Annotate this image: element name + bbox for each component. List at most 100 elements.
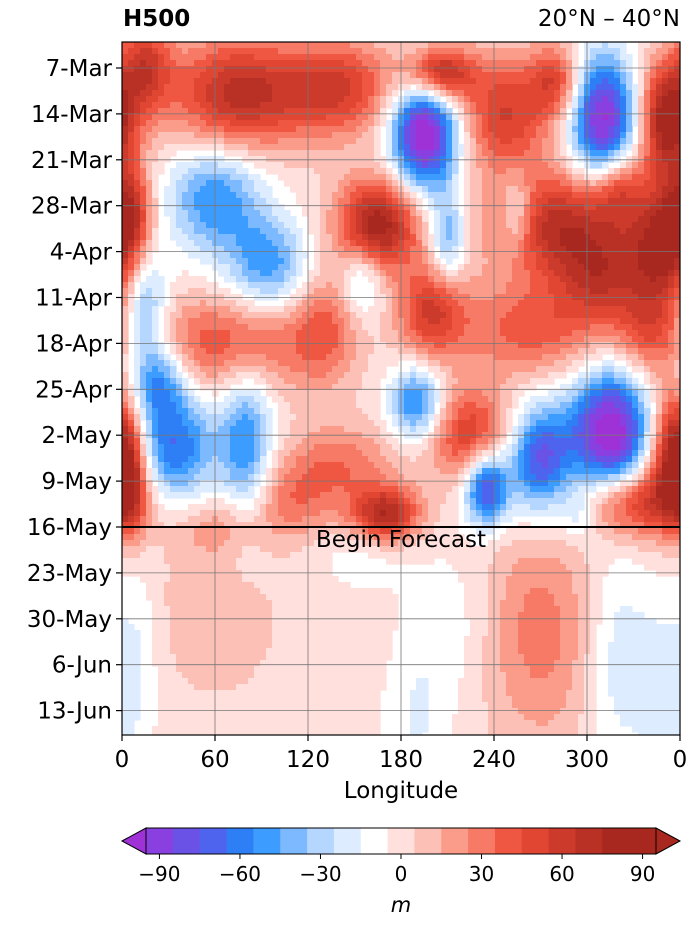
heat-cell [332,156,339,163]
heat-cell [248,138,255,145]
heat-cell [542,150,549,157]
heat-cell [542,288,549,295]
heat-cell [470,90,477,97]
heat-cell [644,156,651,163]
heat-cell [290,234,297,241]
heat-cell [674,264,680,271]
heat-cell [266,282,273,289]
heat-cell [404,264,411,271]
heat-cell [608,78,615,85]
heat-cell [242,318,249,325]
heat-cell [368,246,375,253]
heat-cell [602,324,609,331]
heat-cell [452,186,459,193]
heat-cell [134,60,141,67]
heat-cell [674,246,680,253]
heat-cell [470,84,477,91]
heat-cell [344,42,351,49]
heat-cell [656,210,663,217]
heat-cell [656,318,663,325]
heat-cell [386,54,393,61]
heat-cell [122,66,129,73]
heat-cell [260,342,267,349]
heat-cell [248,222,255,229]
heat-cell [122,138,129,145]
heat-cell [140,234,147,241]
heat-cell [614,120,621,127]
heat-cell [242,372,249,379]
heat-cell [122,120,129,127]
heat-cell [368,258,375,265]
heat-cell [416,300,423,307]
heat-cell [578,354,585,361]
heat-cell [446,108,453,115]
heat-cell [188,180,195,187]
heat-cell [494,162,501,169]
heat-cell [278,342,285,349]
heat-cell [548,102,555,109]
heat-cell [194,348,201,355]
heat-cell [266,306,273,313]
heat-cell [278,108,285,115]
heat-cell [152,42,159,49]
heat-cell [566,48,573,55]
heat-cell [446,270,453,277]
heat-cell [470,222,477,229]
heat-cell [452,132,459,139]
heat-cell [614,54,621,61]
heat-cell [602,318,609,325]
heat-cell [368,360,375,367]
heat-cell [278,246,285,253]
heat-cell [440,270,447,277]
heat-cell [428,72,435,79]
heat-cell [200,108,207,115]
heat-cell [530,168,537,175]
heat-cell [656,378,663,385]
heat-cell [248,114,255,121]
heat-cell [122,348,129,355]
heat-cell [170,348,177,355]
heat-cell [638,336,645,343]
heat-cell [560,102,567,109]
heat-cell [578,84,585,91]
heat-cell [452,288,459,295]
heat-cell [374,72,381,79]
heat-cell [668,258,675,265]
heat-cell [194,48,201,55]
heat-cell [542,120,549,127]
heat-cell [266,330,273,337]
heat-cell [404,174,411,181]
heat-cell [656,198,663,205]
heat-cell [338,282,345,289]
heat-cell [590,354,597,361]
heat-cell [188,282,195,289]
heat-cell [668,306,675,313]
heat-cell [542,102,549,109]
heat-cell [512,306,519,313]
heat-cell [530,192,537,199]
heat-cell [140,84,147,91]
heat-cell [416,276,423,283]
heat-cell [128,174,135,181]
heat-cell [338,240,345,247]
heat-cell [644,342,651,349]
heat-cell [626,114,633,121]
heat-cell [296,228,303,235]
heat-cell [380,90,387,97]
heat-cell [326,306,333,313]
heat-cell [554,48,561,55]
heat-cell [236,336,243,343]
heat-cell [530,72,537,79]
heat-cell [260,126,267,133]
heat-cell [428,108,435,115]
heat-cell [224,276,231,283]
heat-cell [374,126,381,133]
heat-cell [122,222,129,229]
heat-cell [302,90,309,97]
heat-cell [188,102,195,109]
heat-cell [416,168,423,175]
heat-cell [440,204,447,211]
heat-cell [248,150,255,157]
heat-cell [506,300,513,307]
heat-cell [536,270,543,277]
